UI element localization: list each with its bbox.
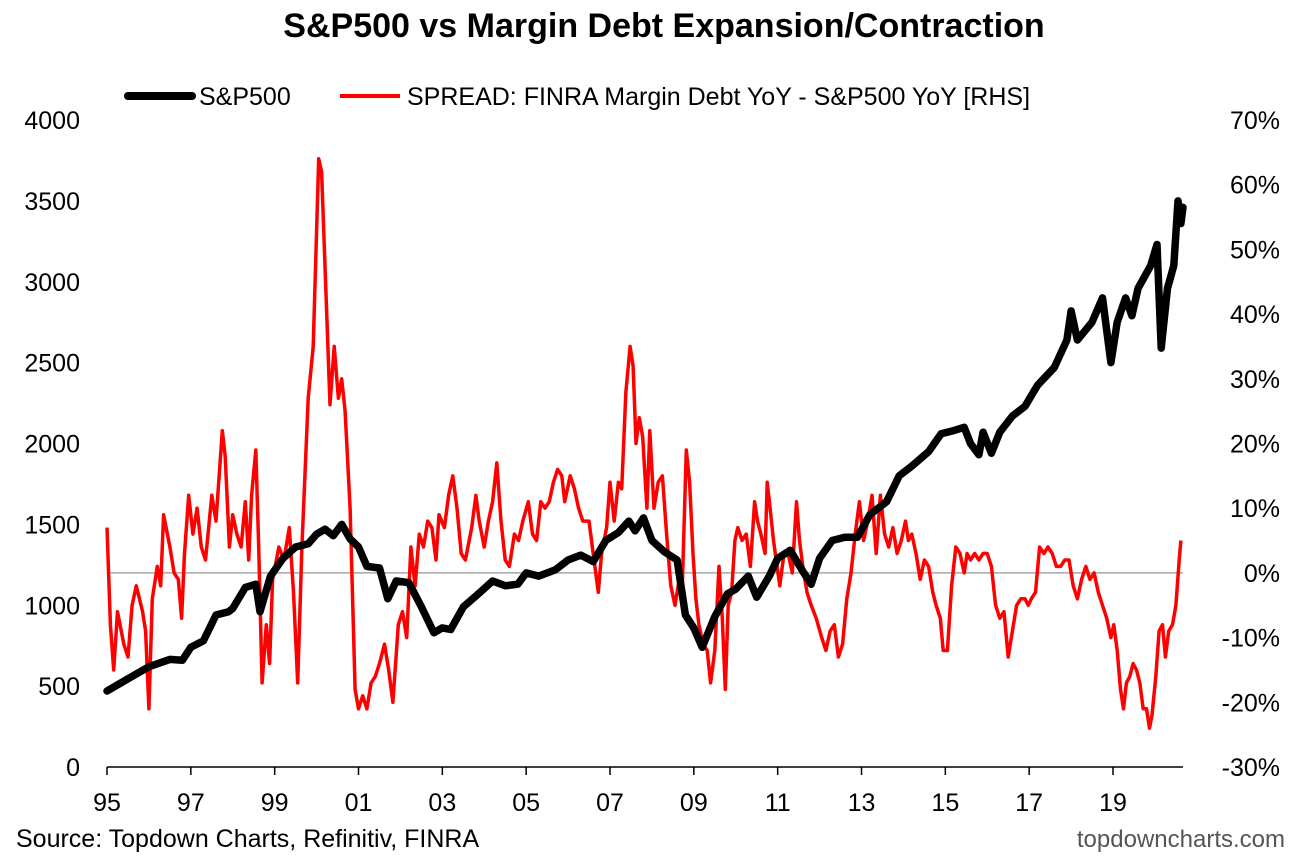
brand-watermark: topdowncharts.com	[1077, 826, 1285, 853]
x-tick-label: 07	[596, 789, 624, 817]
right-axis-ticks: -30% -20% -10% 0% 10% 20% 30% 40% 50% 60% 70%	[1222, 107, 1280, 782]
right-tick-label: 30%	[1230, 366, 1280, 394]
x-tick-label: 13	[848, 789, 876, 817]
x-tick-label: 05	[512, 789, 540, 817]
right-tick-label: 60%	[1230, 172, 1280, 200]
x-tick-label: 19	[1099, 789, 1127, 817]
x-tick-label: 09	[680, 789, 708, 817]
chart-title: S&P500 vs Margin Debt Expansion/Contract…	[283, 7, 1044, 45]
right-tick-label: 0%	[1244, 560, 1280, 588]
x-tick-label: 01	[345, 789, 373, 817]
left-tick-label: 3500	[24, 188, 80, 216]
legend-label-spread: SPREAD: FINRA Margin Debt YoY - S&P500 Y…	[407, 83, 1030, 111]
right-tick-label: -30%	[1222, 754, 1280, 782]
right-tick-label: -10%	[1222, 625, 1280, 653]
right-tick-label: 10%	[1230, 495, 1280, 523]
series-line-spread	[105, 157, 1183, 730]
left-axis-ticks: 0 500 1000 1500 2000 2500 3000 3500 4000	[24, 107, 80, 782]
series-line-sp500	[103, 197, 1187, 695]
x-tick-label: 15	[931, 789, 959, 817]
x-axis-ticks: 95 97 99 01 03 05 07 09 11 13 15 17 19	[93, 767, 1127, 817]
left-tick-label: 1000	[24, 592, 80, 620]
x-tick-label: 17	[1015, 789, 1043, 817]
x-tick-label: 03	[428, 789, 456, 817]
legend-label-sp500: S&P500	[199, 83, 291, 111]
right-tick-label: 40%	[1230, 301, 1280, 329]
left-tick-label: 2500	[24, 350, 80, 378]
x-tick-label: 11	[765, 789, 791, 817]
legend: S&P500 SPREAD: FINRA Margin Debt YoY - S…	[124, 83, 1030, 111]
left-tick-label: 2000	[24, 431, 80, 459]
right-tick-label: 70%	[1230, 107, 1280, 135]
source-note: Source: Topdown Charts, Refinitiv, FINRA	[16, 825, 479, 853]
x-tick-label: 95	[93, 789, 121, 817]
left-tick-label: 1500	[24, 511, 80, 539]
right-tick-label: 20%	[1230, 431, 1280, 459]
left-tick-label: 500	[38, 673, 80, 701]
left-tick-label: 0	[66, 754, 80, 782]
x-tick-label: 99	[261, 789, 289, 817]
left-tick-label: 3000	[24, 269, 80, 297]
right-tick-label: -20%	[1222, 689, 1280, 717]
x-tick-label: 97	[177, 789, 205, 817]
right-tick-label: 50%	[1230, 236, 1280, 264]
left-tick-label: 4000	[24, 107, 80, 135]
